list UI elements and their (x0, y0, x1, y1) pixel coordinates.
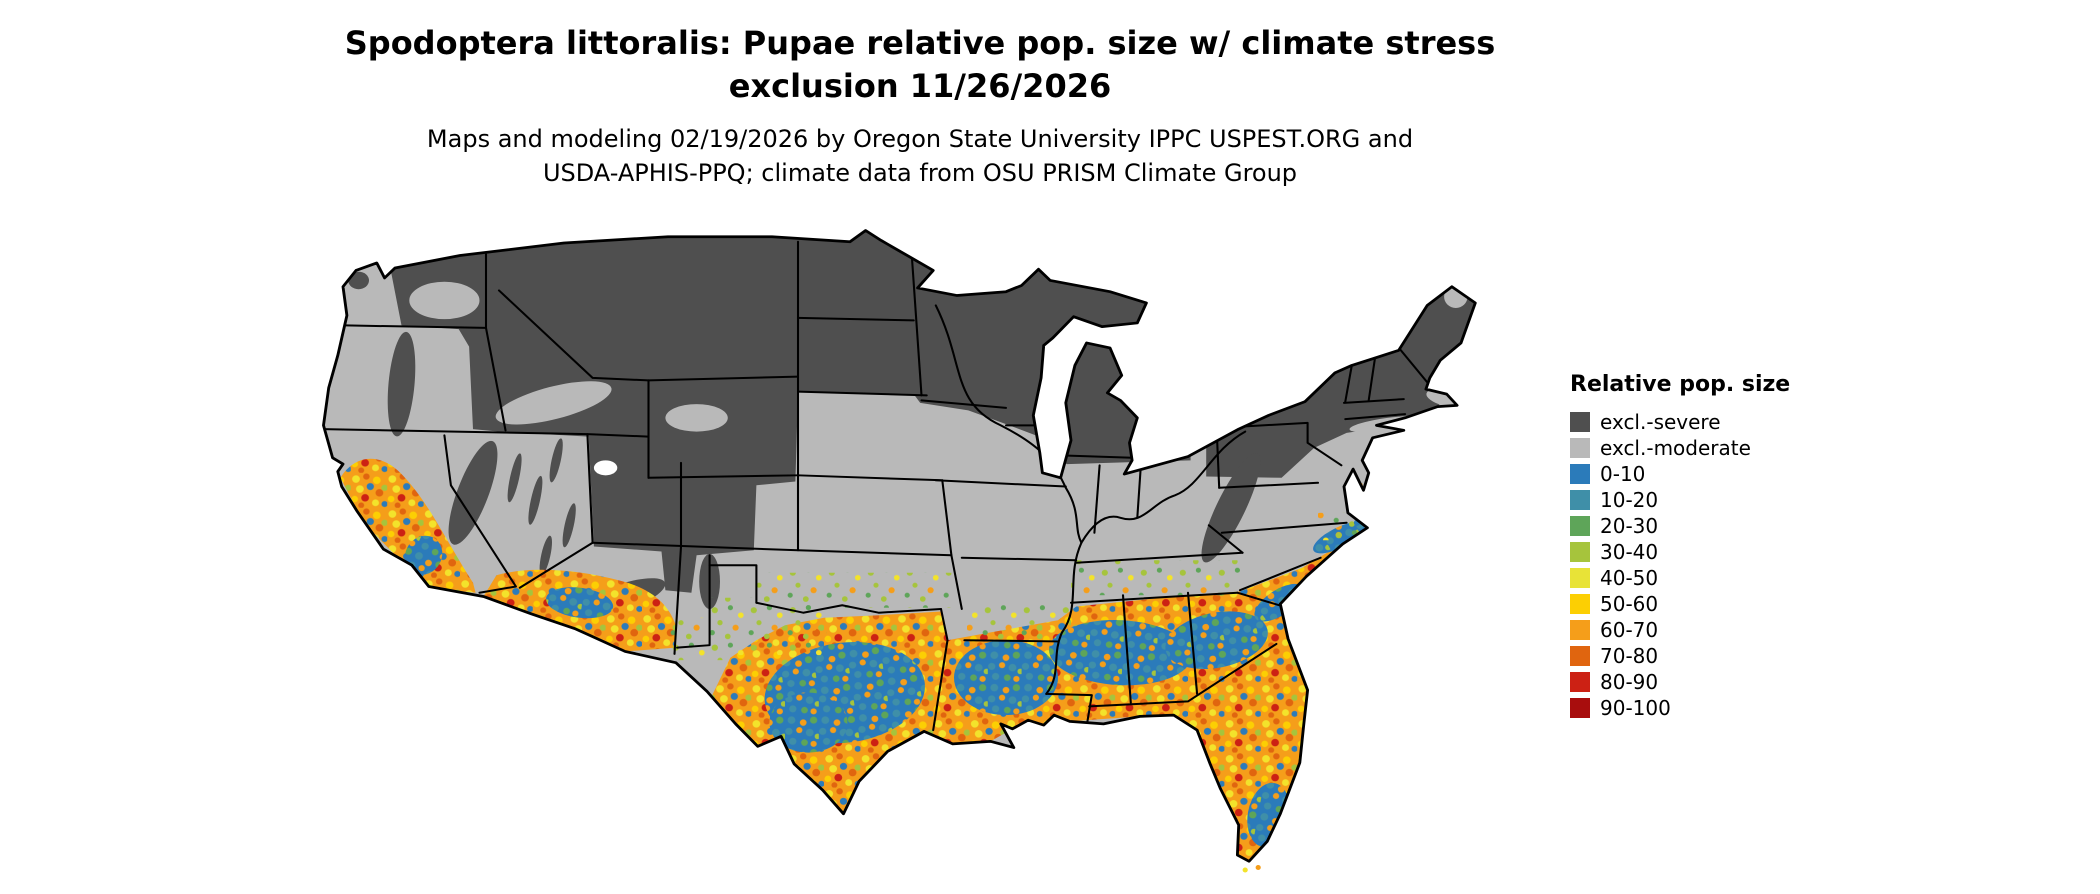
legend-label: 0-10 (1600, 462, 1646, 486)
legend-item: excl.-moderate (1570, 435, 1830, 461)
map-title-line2: exclusion 11/26/2026 (728, 67, 1112, 105)
legend-label: 30-40 (1600, 540, 1659, 564)
legend-label: 40-50 (1600, 566, 1659, 590)
map-subtitle-line1: Maps and modeling 02/19/2026 by Oregon S… (426, 125, 1414, 153)
legend-swatch (1570, 542, 1590, 562)
legend-label: 20-30 (1600, 514, 1659, 538)
legend-items: excl.-severe excl.-moderate 0-10 10-20 20-30… (1570, 409, 1830, 721)
legend-swatch (1570, 672, 1590, 692)
map-title-line1: Spodoptera littoralis: Pupae relative po… (344, 24, 1496, 62)
legend-swatch (1570, 568, 1590, 588)
legend-item: 10-20 (1570, 487, 1830, 513)
legend-label: 50-60 (1600, 592, 1659, 616)
legend-swatch (1570, 412, 1590, 432)
legend-swatch (1570, 646, 1590, 666)
map-header: Spodoptera littoralis: Pupae relative po… (0, 22, 1840, 190)
us-map-container (278, 228, 1578, 890)
legend-item: 20-30 (1570, 513, 1830, 539)
population-speckle-regions (340, 458, 1365, 862)
legend-swatch (1570, 516, 1590, 536)
legend-swatch (1570, 594, 1590, 614)
legend-label: 10-20 (1600, 488, 1659, 512)
legend-swatch (1570, 490, 1590, 510)
great-salt-lake (593, 460, 618, 476)
legend-item: 60-70 (1570, 617, 1830, 643)
state-borders (323, 240, 1431, 732)
legend-item: 0-10 (1570, 461, 1830, 487)
national-outline (322, 229, 1477, 873)
legend-label: 90-100 (1600, 696, 1671, 720)
map-subtitle-line2: USDA-APHIS-PPQ; climate data from OSU PR… (542, 159, 1298, 187)
legend-item: 80-90 (1570, 669, 1830, 695)
legend-item: 90-100 (1570, 695, 1830, 721)
us-distribution-map (322, 229, 1477, 873)
legend-label: 60-70 (1600, 618, 1659, 642)
legend: Relative pop. size excl.-severe excl.-mod… (1570, 372, 1830, 721)
legend-swatch (1570, 698, 1590, 718)
legend-swatch (1570, 620, 1590, 640)
legend-item: 50-60 (1570, 591, 1830, 617)
legend-title: Relative pop. size (1570, 372, 1791, 397)
legend-swatch (1570, 438, 1590, 458)
legend-label: 80-90 (1600, 670, 1659, 694)
legend-label: 70-80 (1600, 644, 1659, 668)
legend-label: excl.-moderate (1600, 436, 1751, 460)
legend-label: excl.-severe (1600, 410, 1721, 434)
legend-swatch (1570, 464, 1590, 484)
legend-item: 70-80 (1570, 643, 1830, 669)
legend-item: 30-40 (1570, 539, 1830, 565)
legend-item: excl.-severe (1570, 409, 1830, 435)
map-subtitle: Maps and modeling 02/19/2026 by Oregon S… (0, 122, 1840, 190)
legend-item: 40-50 (1570, 565, 1830, 591)
